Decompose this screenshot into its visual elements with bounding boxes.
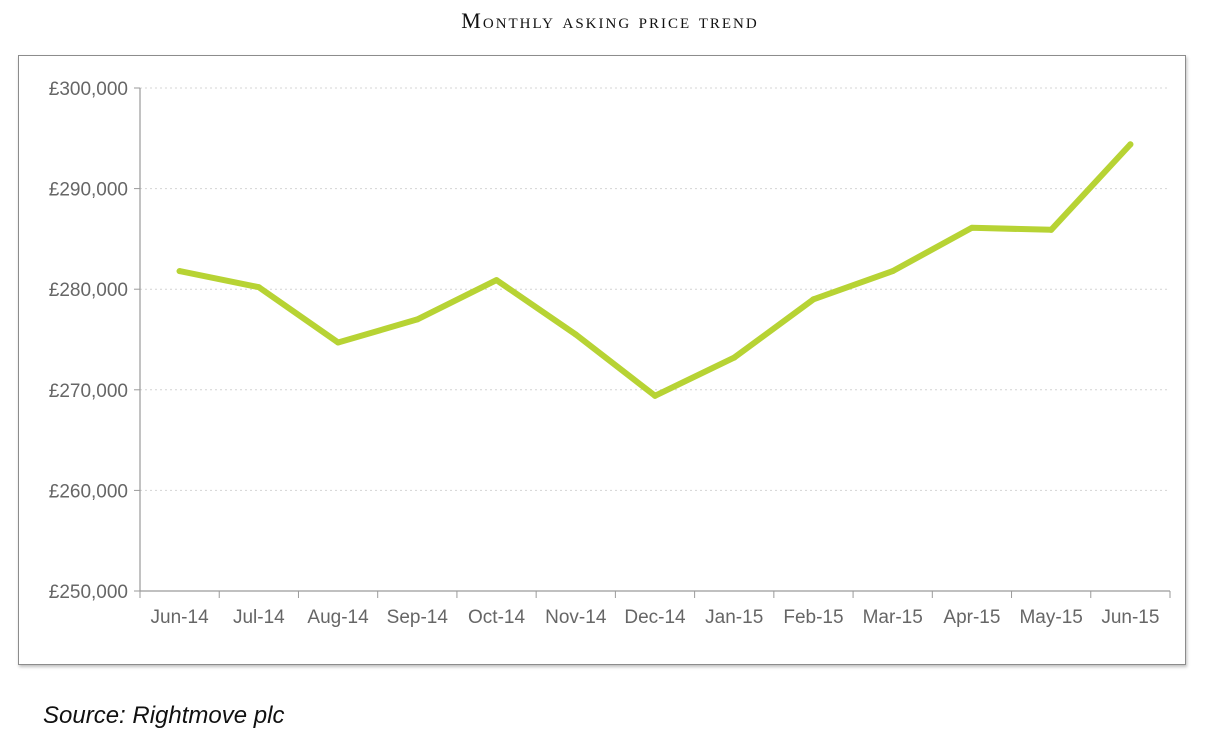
x-tick-label: Jun-15 <box>1101 607 1159 628</box>
y-tick-labels: £250,000 £260,000 £270,000 £280,000 £290,000… <box>49 79 128 603</box>
x-tick-label: Mar-15 <box>863 607 923 628</box>
x-tick-label: Dec-14 <box>624 607 686 628</box>
x-tick-label: Aug-14 <box>307 607 369 628</box>
data-point <box>255 284 262 291</box>
series-line <box>176 141 1134 399</box>
data-point <box>1127 141 1134 148</box>
x-tick-labels: Jun-14 Jul-14 Aug-14 Sep-14 Oct-14 Nov-14 Dec-… <box>151 607 1160 628</box>
y-tick-label: £300,000 <box>49 79 128 100</box>
y-tick-label: £260,000 <box>49 481 128 502</box>
x-tick-label: Feb-15 <box>783 607 843 628</box>
chart-frame <box>18 55 1186 665</box>
data-point <box>176 268 183 275</box>
x-tick-label: May-15 <box>1019 607 1082 628</box>
gridlines <box>140 87 1170 491</box>
data-point <box>968 224 975 231</box>
data-point <box>414 316 421 323</box>
data-point <box>572 331 579 338</box>
data-point <box>810 296 817 303</box>
data-point <box>1048 226 1055 233</box>
x-tick-label: Apr-15 <box>943 607 1000 628</box>
data-point <box>652 392 658 399</box>
data-point <box>889 268 896 275</box>
x-tick-label: Sep-14 <box>387 607 449 628</box>
y-tick-label: £280,000 <box>49 280 128 301</box>
data-point <box>335 339 342 346</box>
y-tick-label: £290,000 <box>49 180 128 201</box>
x-tick-label: Nov-14 <box>545 607 607 628</box>
data-point <box>493 277 500 284</box>
series-group <box>176 141 1134 399</box>
y-tick-label: £270,000 <box>49 381 128 402</box>
x-tick-label: Jun-14 <box>151 607 210 628</box>
chart-title: Monthly asking price trend <box>461 8 759 33</box>
source-note: Source: Rightmove plc <box>43 702 285 729</box>
x-tick-label: Oct-14 <box>468 607 525 628</box>
axes <box>134 87 1171 598</box>
x-tick-label: Jan-15 <box>705 607 763 628</box>
y-tick-label: £250,000 <box>49 582 128 603</box>
x-tick-label: Jul-14 <box>233 607 285 628</box>
data-point <box>731 354 738 361</box>
